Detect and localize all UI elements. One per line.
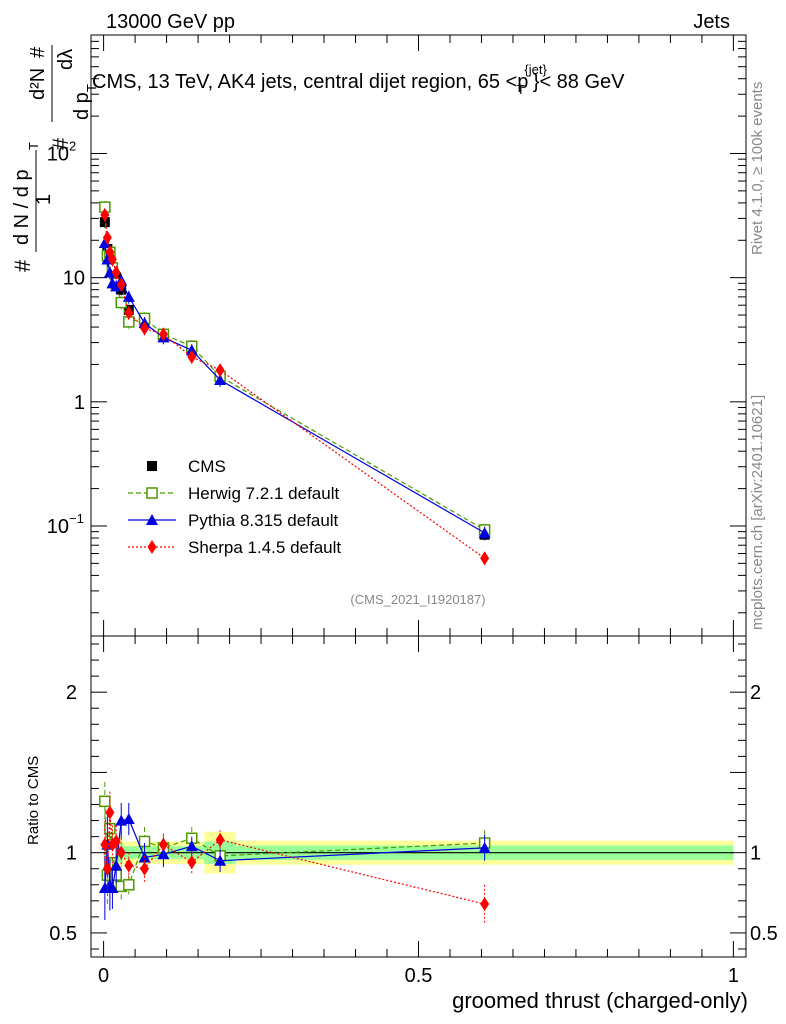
main-point-pythia <box>185 344 198 356</box>
main-point-pythia <box>103 266 116 278</box>
svg-text:#: # <box>10 259 35 272</box>
svg-text:d N / d p: d N / d p <box>11 169 33 245</box>
svg-text:1: 1 <box>33 194 55 205</box>
main-line-sherpa <box>104 214 485 559</box>
ratio-point-sherpa <box>480 897 490 912</box>
main-point-sherpa <box>124 305 134 320</box>
main-point-sherpa <box>111 265 121 280</box>
main-y-tick-label: 10 <box>47 516 69 538</box>
main-point-sherpa <box>158 327 168 342</box>
ratio-point-sherpa <box>116 845 126 860</box>
ratio-line-sherpa <box>104 812 485 905</box>
legend-marker-herwig <box>146 487 158 499</box>
ratio-point-pythia <box>106 881 119 893</box>
main-point-sherpa <box>107 252 117 267</box>
jets-label: Jets <box>693 11 730 33</box>
plot-title: CMS, 13 TeV, AK4 jets, central dijet reg… <box>92 62 625 97</box>
main-point-pythia <box>122 290 135 302</box>
legend-label-sherpa: Sherpa 1.4.5 default <box>188 538 341 557</box>
rivet-label: Rivet 4.1.0, ≥ 100k events <box>749 82 766 255</box>
main-point-pythia <box>214 373 227 385</box>
ratio-y-tick-label-right: 0.5 <box>750 923 778 945</box>
main-point-cms <box>99 217 110 228</box>
main-point-pythia <box>110 280 123 292</box>
svg-text:#: # <box>27 46 49 58</box>
main-point-herwig <box>115 296 127 309</box>
main-y-tick-exponent: 2 <box>69 138 76 153</box>
main-y-axis-label: # d N / d p T 1 # d²N d p T # dλ <box>10 45 99 272</box>
ratio-uncertainty-bands <box>103 831 734 874</box>
ratio-plot-frame <box>90 635 747 958</box>
legend-marker-sherpa <box>147 540 157 554</box>
ratio-y-tick-label: 2 <box>66 682 77 704</box>
x-tick-label: 0.5 <box>405 965 433 987</box>
main-point-sherpa <box>100 207 110 222</box>
main-point-pythia <box>98 237 111 249</box>
main-line-herwig <box>104 207 485 531</box>
main-y-tick-label: 10 <box>47 143 69 165</box>
svg-text:T: T <box>26 142 41 150</box>
series-pythia <box>98 236 491 921</box>
x-axis-label: groomed thrust (charged-only) <box>452 988 748 1013</box>
ratio-point-sherpa <box>215 832 225 847</box>
svg-text:d p: d p <box>71 92 93 120</box>
ratio-y-axis-label: Ratio to CMS <box>25 756 42 845</box>
energy-label: 13000 GeV pp <box>106 11 235 33</box>
main-point-sherpa <box>215 363 225 378</box>
main-point-sherpa <box>116 277 126 292</box>
main-y-tick-exponent: −1 <box>69 511 84 526</box>
svg-text:d²N: d²N <box>27 68 49 100</box>
legend-label-herwig: Herwig 7.2.1 default <box>188 484 339 503</box>
legend-label-pythia: Pythia 8.315 default <box>188 511 339 530</box>
mcplots-label: mcplots.cern.ch [arXiv:2401.10621] <box>749 395 766 630</box>
x-tick-label: 1 <box>728 965 739 987</box>
ratio-point-sherpa <box>111 834 121 849</box>
ratio-point-sherpa <box>140 861 150 876</box>
main-point-sherpa <box>140 321 150 336</box>
ratio-y-tick-label: 0.5 <box>49 923 77 945</box>
main-point-pythia <box>478 526 491 538</box>
main-point-sherpa <box>187 349 197 364</box>
ratio-y-tick-label-right: 1 <box>750 843 761 865</box>
legend-marker-cms <box>147 461 157 471</box>
ratio-y-tick-label-right: 2 <box>750 682 761 704</box>
ratio-point-sherpa <box>102 861 112 876</box>
data-series <box>98 200 491 924</box>
ratio-point-sherpa <box>100 837 110 852</box>
legend-marker-pythia <box>146 514 158 525</box>
ratio-y-tick-label: 1 <box>66 843 77 865</box>
ratio-point-sherpa <box>105 805 115 820</box>
ratio-point-pythia <box>478 841 491 853</box>
main-y-tick-label: 10 <box>63 268 85 290</box>
ratio-point-pythia <box>185 840 198 852</box>
svg-text:T: T <box>84 84 99 92</box>
series-sherpa <box>100 207 490 924</box>
ratio-point-pythia <box>122 812 135 824</box>
ratio-point-pythia <box>110 859 123 871</box>
ratio-point-herwig <box>123 879 135 891</box>
ratio-point-herwig <box>99 795 111 808</box>
ratio-point-pythia <box>214 854 227 866</box>
legend: CMS Herwig 7.2.1 default Pythia 8.315 defa… <box>128 457 341 557</box>
main-point-sherpa <box>102 230 112 245</box>
svg-text:#: # <box>48 137 73 150</box>
analysis-watermark: (CMS_2021_I1920187) <box>350 592 485 607</box>
x-tick-label: 0 <box>98 965 109 987</box>
main-point-sherpa <box>105 245 115 260</box>
svg-text:dλ: dλ <box>55 49 77 70</box>
ratio-point-sherpa <box>158 837 168 852</box>
legend-label-cms: CMS <box>188 457 226 476</box>
ratio-point-sherpa <box>124 858 134 873</box>
main-point-sherpa <box>480 551 490 566</box>
ratio-point-sherpa <box>187 855 197 870</box>
main-y-tick-label: 1 <box>74 392 85 414</box>
